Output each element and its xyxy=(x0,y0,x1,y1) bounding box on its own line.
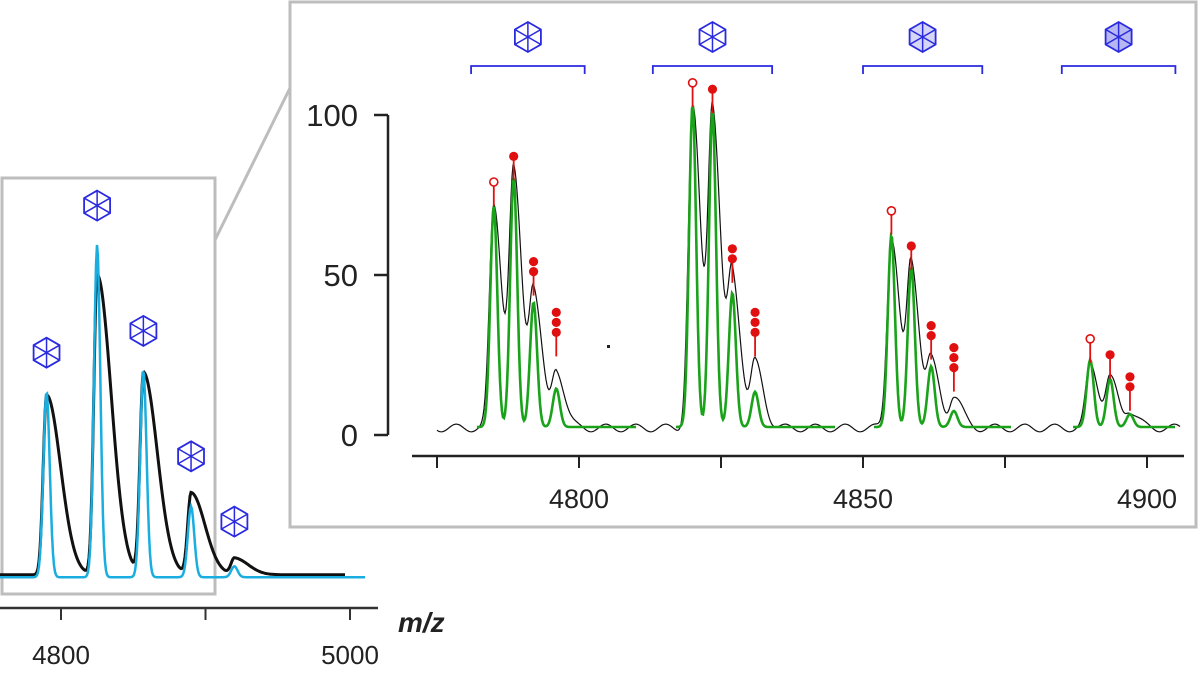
experimental-trace xyxy=(0,272,345,577)
y-tick-label: 50 xyxy=(324,258,358,293)
stray-dot xyxy=(607,345,610,348)
filled-circle-icon xyxy=(509,151,519,161)
glycan-bracket xyxy=(1060,65,1177,74)
filled-circle-icon xyxy=(1105,350,1115,360)
filled-circle-icon xyxy=(949,353,959,363)
x-tick-label: 4800 xyxy=(549,484,609,514)
filled-circle-icon xyxy=(707,84,718,94)
filled-circle-icon xyxy=(1125,372,1135,382)
filled-circle-icon xyxy=(906,241,916,251)
glycan-hexagon-icon xyxy=(514,20,542,54)
filled-circle-icon xyxy=(727,244,737,254)
x-tick-label: 4850 xyxy=(833,484,893,514)
glycan-hexagon-icon xyxy=(908,20,937,54)
filled-circle-icon xyxy=(528,257,539,267)
simulated-trace xyxy=(0,244,365,579)
filled-circle-icon xyxy=(949,343,959,353)
open-circle-icon xyxy=(1085,333,1095,344)
filled-circle-icon xyxy=(926,331,936,341)
glycan-hexagon-icon xyxy=(129,314,158,347)
glycan-hexagon-icon xyxy=(83,189,111,222)
x-tick-label: 4800 xyxy=(32,640,90,670)
open-circle-icon xyxy=(687,78,698,88)
filled-circle-icon xyxy=(551,327,561,337)
filled-circle-icon xyxy=(551,307,561,317)
zoom-spectrum-panel: 0 50 100 4800 4850 4900 xyxy=(288,0,1198,529)
filled-circle-icon xyxy=(750,307,760,317)
filled-circle-icon xyxy=(551,317,561,327)
overview-spectrum-panel: 4800 5000 xyxy=(0,87,379,670)
filled-circle-icon xyxy=(727,254,737,264)
open-circle-icon xyxy=(886,206,897,216)
glycan-bracket xyxy=(862,65,984,74)
y-tick-label: 0 xyxy=(341,418,358,453)
filled-circle-icon xyxy=(949,363,959,373)
glycan-hexagon-icon xyxy=(177,440,205,473)
simulated-trace xyxy=(477,178,636,429)
simulated-trace xyxy=(874,232,1011,429)
filled-circle-icon xyxy=(750,327,760,337)
zoom-connector-line xyxy=(213,87,292,241)
filled-circle-icon xyxy=(528,267,539,277)
glycan-hexagon-icon xyxy=(220,505,249,538)
filled-circle-icon xyxy=(750,317,760,327)
x-axis-title: m/z xyxy=(398,607,445,638)
filled-circle-icon xyxy=(1125,382,1135,392)
overview-zoom-frame xyxy=(0,176,217,596)
glycan-bracket xyxy=(651,65,774,74)
glycan-hexagon-icon xyxy=(1104,20,1133,54)
open-circle-icon xyxy=(488,177,499,187)
glycan-hexagon-icon xyxy=(698,20,727,54)
glycan-bracket xyxy=(470,65,586,74)
glycan-hexagon-icon xyxy=(32,336,61,369)
zoom-panel-frame xyxy=(288,0,1198,529)
filled-circle-icon xyxy=(926,321,936,331)
x-tick-label: 5000 xyxy=(321,640,379,670)
x-tick-label: 4900 xyxy=(1117,484,1177,514)
y-tick-label: 100 xyxy=(306,98,358,133)
simulated-trace xyxy=(676,105,835,429)
